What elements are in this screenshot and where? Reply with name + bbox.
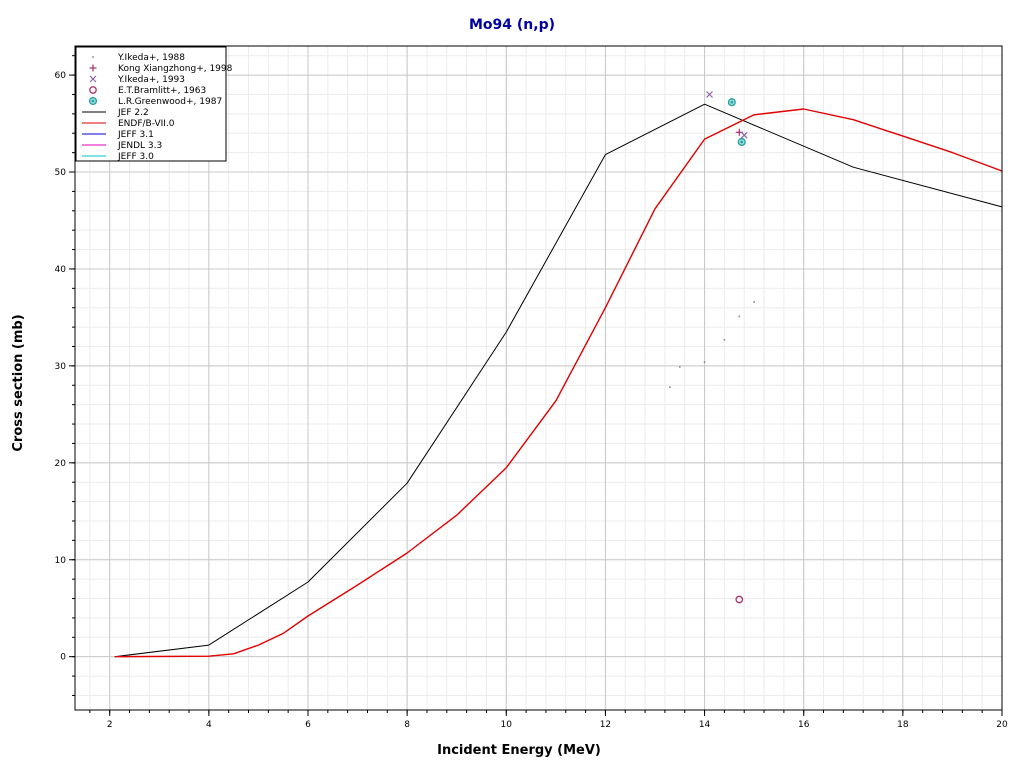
legend-label: Y.Ikeda+, 1988 bbox=[117, 53, 185, 63]
legend-item: E.T.Bramlitt+, 1963 bbox=[89, 86, 206, 96]
data-point bbox=[678, 366, 681, 368]
y-tick-label: 30 bbox=[55, 362, 67, 372]
axis-ticks: 2 4 6 8 10 12 14 16 18 20 0 10 20 30 40 50 60 bbox=[55, 55, 1008, 730]
legend-marker bbox=[88, 96, 98, 106]
legend-box bbox=[75, 46, 227, 162]
legend-label: JEFF 3.1 bbox=[117, 130, 154, 140]
legend-item: JEF 2.2 bbox=[82, 108, 149, 118]
legend-item: Y.Ikeda+, 1993 bbox=[89, 75, 185, 85]
legend-marker bbox=[89, 75, 97, 83]
legend-label: JENDL 3.3 bbox=[117, 141, 162, 151]
legend-item: JENDL 3.3 bbox=[82, 141, 162, 151]
y-tick-label: 10 bbox=[55, 556, 67, 566]
grid bbox=[75, 46, 1003, 710]
x-tick-label: 18 bbox=[897, 720, 909, 730]
x-tick-label: 4 bbox=[206, 720, 212, 730]
data-point bbox=[753, 301, 755, 303]
data-point bbox=[706, 91, 713, 98]
legend-marker bbox=[89, 86, 97, 94]
x-tick-label: 10 bbox=[501, 720, 513, 730]
legend-label: Y.Ikeda+, 1993 bbox=[117, 75, 185, 85]
legend-item: L.R.Greenwood+, 1987 bbox=[88, 96, 222, 107]
legend-item: ENDF/B-VII.0 bbox=[82, 119, 175, 129]
x-tick-label: 2 bbox=[107, 720, 113, 730]
legend-label: L.R.Greenwood+, 1987 bbox=[118, 97, 222, 107]
series-line bbox=[114, 108, 1003, 658]
data-point bbox=[669, 386, 671, 389]
series-3 bbox=[735, 595, 744, 604]
legend-item: Y.Ikeda+, 1988 bbox=[92, 53, 185, 63]
y-tick-label: 50 bbox=[55, 168, 67, 178]
legend-item: JEFF 3.0 bbox=[82, 152, 154, 162]
x-tick-label: 14 bbox=[699, 720, 711, 730]
x-tick-label: 20 bbox=[996, 720, 1008, 730]
series-5 bbox=[114, 103, 1003, 658]
y-tick-label: 40 bbox=[55, 265, 67, 275]
legend-label: Kong Xiangzhong+, 1998 bbox=[118, 64, 233, 74]
y-axis-title: Cross section (mb) bbox=[11, 314, 26, 451]
data-point bbox=[740, 131, 748, 139]
legend-marker bbox=[92, 56, 94, 58]
plot-series bbox=[114, 91, 1003, 658]
data-point bbox=[723, 338, 726, 341]
data-point bbox=[737, 137, 746, 147]
x-tick-label: 8 bbox=[404, 720, 410, 730]
series-0 bbox=[669, 301, 755, 389]
plot-frame bbox=[74, 45, 1003, 711]
data-point bbox=[703, 361, 706, 363]
x-tick-label: 6 bbox=[305, 720, 311, 730]
data-point bbox=[735, 595, 744, 604]
series-6 bbox=[114, 108, 1003, 658]
legend-label: ENDF/B-VII.0 bbox=[118, 119, 175, 129]
y-tick-label: 20 bbox=[55, 459, 67, 469]
legend-item: JEFF 3.1 bbox=[82, 130, 154, 140]
data-point bbox=[738, 315, 741, 318]
series-4 bbox=[727, 98, 746, 147]
data-point bbox=[727, 98, 736, 107]
series-line bbox=[114, 103, 1003, 658]
x-tick-label: 16 bbox=[798, 720, 810, 730]
legend-label: JEF 2.2 bbox=[117, 108, 149, 118]
chart-title: Mo94 (n,p) bbox=[469, 17, 555, 33]
x-axis-title: Incident Energy (MeV) bbox=[437, 743, 601, 758]
legend-item: Kong Xiangzhong+, 1998 bbox=[89, 64, 233, 74]
legend-label: E.T.Bramlitt+, 1963 bbox=[118, 86, 206, 96]
series-2 bbox=[706, 91, 748, 139]
legend-marker bbox=[89, 64, 97, 72]
y-tick-label: 0 bbox=[60, 653, 66, 663]
y-tick-label: 60 bbox=[55, 71, 67, 81]
legend-label: JEFF 3.0 bbox=[117, 152, 154, 162]
x-tick-label: 12 bbox=[600, 720, 611, 730]
